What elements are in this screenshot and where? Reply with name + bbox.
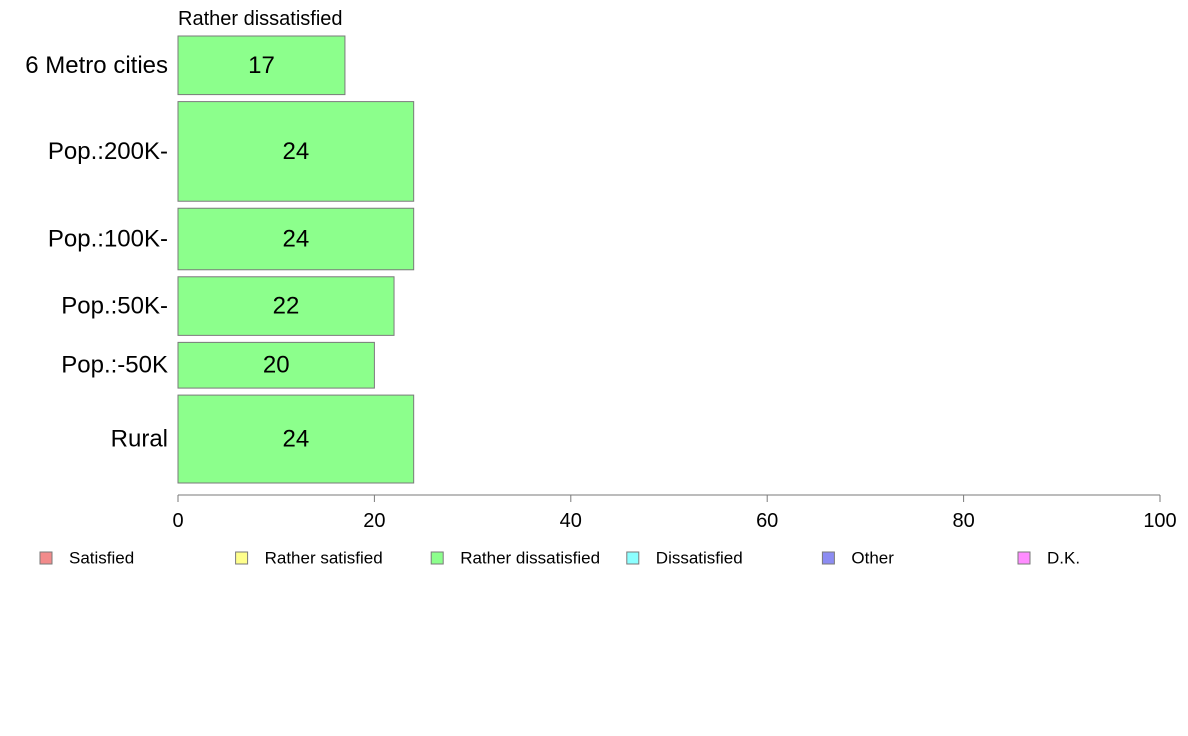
bar-3: [177, 276, 395, 336]
legend: Satisfied Rather satisfied Rather dissatis…: [39, 549, 1080, 568]
category-label-3: Pop.:50K-: [61, 293, 168, 320]
bar-4: [177, 341, 375, 389]
legend-label-2: Rather dissatisfied: [460, 549, 600, 568]
legend-label-1: Rather satisfied: [265, 549, 383, 568]
legend-swatch-5: [1017, 551, 1031, 565]
panel-title: Rather dissatisfied: [178, 8, 343, 30]
x-tick-label-0: 0: [172, 510, 183, 532]
x-axis: 0 20 40 60 80 100: [172, 494, 1177, 532]
category-label-0: 6 Metro cities: [25, 52, 168, 79]
x-tick-label-5: 100: [1143, 510, 1176, 532]
bar-value-label-0: 17: [248, 52, 275, 79]
legend-swatch-3: [626, 551, 640, 565]
legend-label-5: D.K.: [1047, 549, 1080, 568]
bar-value-label-1: 24: [282, 138, 309, 165]
bar-value-label-5: 24: [282, 426, 309, 453]
legend-label-4: Other: [851, 549, 894, 568]
legend-label-3: Dissatisfied: [656, 549, 743, 568]
bar-value-label-4: 20: [263, 352, 290, 379]
x-tick-label-4: 80: [952, 510, 974, 532]
legend-swatch-2: [430, 551, 444, 565]
bar-value-label-2: 24: [282, 226, 309, 253]
bar-0: [177, 35, 346, 96]
x-tick-label-2: 40: [560, 510, 582, 532]
bar-value-label-3: 22: [273, 293, 300, 320]
x-tick-label-3: 60: [756, 510, 778, 532]
bars-group: 6 Metro cities 17 Pop.:200K- 24 Pop.:100K- 24…: [25, 35, 415, 484]
bar-1: [177, 101, 415, 202]
category-label-2: Pop.:100K-: [48, 226, 168, 253]
category-label-5: Rural: [111, 426, 168, 453]
category-label-1: Pop.:200K-: [48, 138, 168, 165]
legend-swatch-1: [235, 551, 249, 565]
legend-label-0: Satisfied: [69, 549, 134, 568]
x-tick-label-1: 20: [363, 510, 385, 532]
bar-5: [177, 394, 415, 484]
legend-swatch-4: [821, 551, 835, 565]
bar-2: [177, 207, 415, 271]
legend-swatch-0: [39, 551, 53, 565]
category-label-4: Pop.:-50K: [61, 352, 168, 379]
